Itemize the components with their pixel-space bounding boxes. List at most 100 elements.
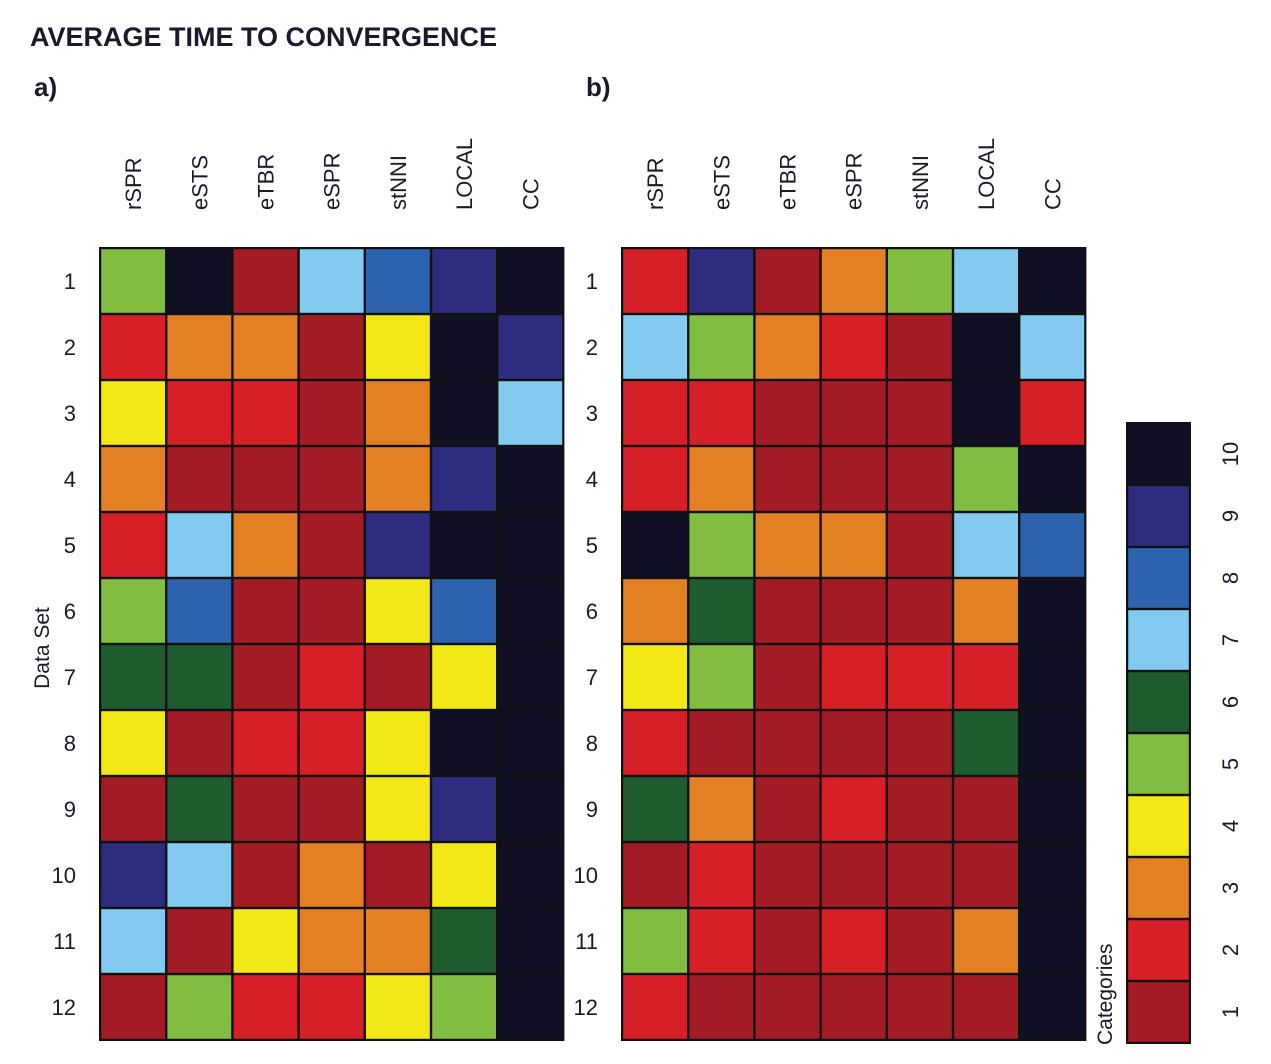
heatmap-cell bbox=[623, 315, 687, 379]
heatmap-cell bbox=[755, 843, 820, 907]
heatmap-cell bbox=[623, 975, 687, 1039]
row-label: 1 bbox=[586, 269, 598, 294]
heatmap-cell bbox=[366, 777, 430, 841]
heatmap-cell bbox=[366, 315, 430, 379]
heatmap-cell bbox=[299, 975, 364, 1039]
heatmap-cell bbox=[623, 777, 687, 841]
legend-label: 5 bbox=[1218, 758, 1243, 770]
row-label: 3 bbox=[64, 401, 76, 426]
row-label: 5 bbox=[64, 533, 76, 558]
row-label: 5 bbox=[586, 533, 598, 558]
heatmap-cell bbox=[821, 513, 886, 577]
heatmap-cell bbox=[755, 315, 820, 379]
heatmap-cell bbox=[498, 645, 563, 709]
heatmap-cell bbox=[101, 579, 165, 643]
heatmap-cell bbox=[432, 975, 496, 1039]
heatmap-cell bbox=[1020, 315, 1085, 379]
heatmap-cell bbox=[755, 777, 820, 841]
heatmap-cell bbox=[1020, 381, 1085, 445]
legend-swatch bbox=[1128, 548, 1189, 608]
heatmap-cell bbox=[821, 711, 886, 775]
heatmap-cell bbox=[167, 249, 232, 313]
heatmap-cell bbox=[1020, 711, 1085, 775]
column-label: eSPR bbox=[842, 153, 867, 210]
heatmap-cell bbox=[233, 447, 298, 511]
heatmap-cell bbox=[498, 843, 563, 907]
heatmap-cell bbox=[888, 711, 952, 775]
heatmap-cell bbox=[755, 645, 820, 709]
heatmap-cell bbox=[954, 249, 1018, 313]
heatmap-cell bbox=[101, 711, 165, 775]
heatmap-cell bbox=[1020, 513, 1085, 577]
heatmap-cell bbox=[755, 579, 820, 643]
column-label: LOCAL bbox=[452, 138, 477, 210]
heatmap-cell bbox=[954, 381, 1018, 445]
heatmap-cell bbox=[623, 711, 687, 775]
row-label: 8 bbox=[64, 731, 76, 756]
column-label: eSTS bbox=[709, 155, 734, 210]
column-label: LOCAL bbox=[974, 138, 999, 210]
heatmap-cell bbox=[167, 975, 232, 1039]
heatmap-cell bbox=[689, 447, 754, 511]
heatmap-cell bbox=[299, 843, 364, 907]
heatmap-cell bbox=[233, 645, 298, 709]
heatmap-cell bbox=[1020, 579, 1085, 643]
heatmap-cell bbox=[1020, 843, 1085, 907]
heatmap-cell bbox=[299, 777, 364, 841]
heatmap-cell bbox=[1020, 909, 1085, 973]
heatmap-cell bbox=[299, 249, 364, 313]
legend-swatch bbox=[1128, 424, 1189, 484]
row-label: 10 bbox=[574, 863, 598, 888]
heatmap-cell bbox=[233, 777, 298, 841]
heatmap-cell bbox=[689, 579, 754, 643]
heatmap-cell bbox=[366, 513, 430, 577]
heatmap-cell bbox=[821, 381, 886, 445]
row-label: 7 bbox=[64, 665, 76, 690]
legend-swatch bbox=[1128, 486, 1189, 546]
heatmap-cell bbox=[954, 843, 1018, 907]
heatmap-cell bbox=[821, 909, 886, 973]
heatmap-cell bbox=[233, 711, 298, 775]
heatmap-cell bbox=[432, 447, 496, 511]
heatmap-frame bbox=[99, 247, 565, 1041]
heatmap-cell bbox=[167, 579, 232, 643]
row-label: 1 bbox=[64, 269, 76, 294]
legend-label: 4 bbox=[1218, 820, 1243, 832]
heatmap-cell bbox=[623, 909, 687, 973]
heatmap-cell bbox=[755, 975, 820, 1039]
legend-label: 6 bbox=[1218, 696, 1243, 708]
heatmap-cell bbox=[299, 909, 364, 973]
heatmap-cell bbox=[167, 777, 232, 841]
heatmap-cell bbox=[233, 579, 298, 643]
figure-title: AVERAGE TIME TO CONVERGENCE bbox=[30, 22, 497, 52]
heatmap-cell bbox=[498, 249, 563, 313]
heatmap-cell bbox=[299, 315, 364, 379]
heatmap-cell bbox=[888, 447, 952, 511]
column-label: eTBR bbox=[254, 154, 279, 210]
legend-label: 3 bbox=[1218, 882, 1243, 894]
heatmap-cell bbox=[755, 711, 820, 775]
heatmap-cell bbox=[888, 579, 952, 643]
legend-label: 2 bbox=[1218, 944, 1243, 956]
heatmap-cell bbox=[498, 711, 563, 775]
heatmap-cell bbox=[755, 249, 820, 313]
heatmap-cell bbox=[954, 777, 1018, 841]
row-label: 4 bbox=[64, 467, 76, 492]
heatmap-cell bbox=[101, 645, 165, 709]
heatmap-cell bbox=[689, 777, 754, 841]
heatmap-cell bbox=[689, 843, 754, 907]
heatmap-cell bbox=[498, 975, 563, 1039]
row-label: 8 bbox=[586, 731, 598, 756]
heatmap-cell bbox=[366, 579, 430, 643]
heatmap-cell bbox=[299, 711, 364, 775]
heatmap-cell bbox=[954, 711, 1018, 775]
row-label: 11 bbox=[53, 929, 76, 954]
heatmap-cell bbox=[233, 909, 298, 973]
legend-swatch bbox=[1128, 610, 1189, 670]
heatmap-cell bbox=[498, 447, 563, 511]
heatmap-frame bbox=[621, 247, 1087, 1041]
heatmap-cell bbox=[689, 909, 754, 973]
row-label: 12 bbox=[52, 995, 76, 1020]
heatmap-cell bbox=[366, 447, 430, 511]
heatmap-cell bbox=[167, 711, 232, 775]
